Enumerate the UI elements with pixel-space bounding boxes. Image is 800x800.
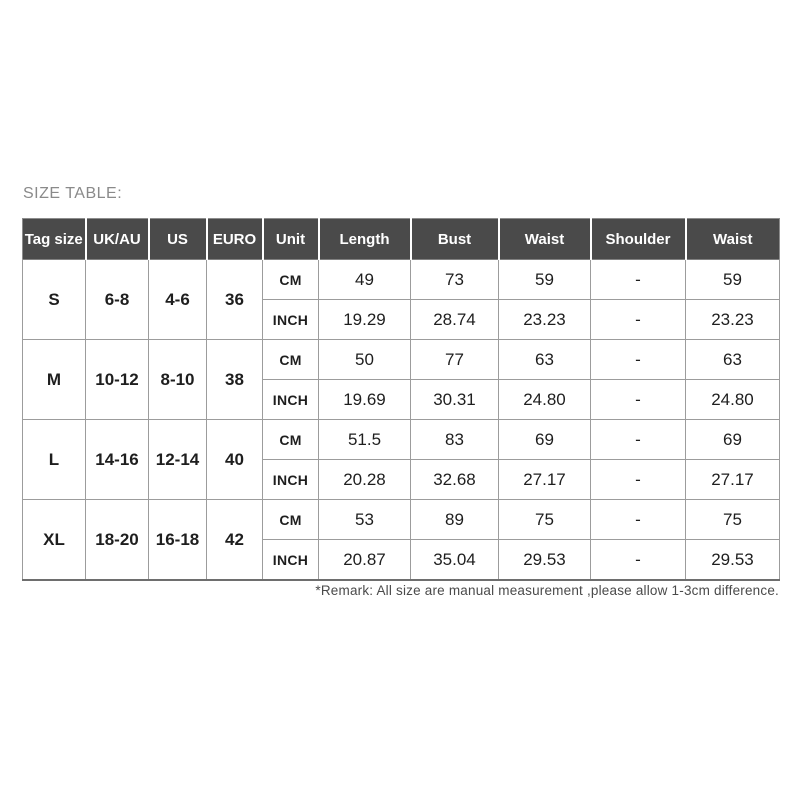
measurement-cell: -	[590, 299, 686, 340]
us-cell: 16-18	[148, 499, 207, 581]
measurement-cell: -	[590, 259, 686, 300]
column-header-bust: Bust	[409, 218, 499, 260]
measurement-cell: 50	[318, 339, 411, 380]
column-header-uk-au: UK/AU	[84, 218, 149, 260]
us-cell: 8-10	[148, 339, 207, 420]
remark-note: *Remark: All size are manual measurement…	[315, 583, 779, 598]
tag-size-cell: XL	[22, 499, 86, 581]
measurement-cell: 23.23	[498, 299, 591, 340]
measurement-cell: -	[590, 419, 686, 460]
measurement-cell: 24.80	[685, 379, 780, 420]
measurement-cell: 75	[498, 499, 591, 540]
measurement-cell: 24.80	[498, 379, 591, 420]
unit-cell: CM	[262, 259, 319, 300]
measurement-cell: 77	[410, 339, 499, 380]
tag-size-cell: M	[22, 339, 86, 420]
euro-cell: 38	[206, 339, 263, 420]
measurement-cell: 51.5	[318, 419, 411, 460]
measurement-cell: -	[590, 499, 686, 540]
measurement-cell: 23.23	[685, 299, 780, 340]
measurement-cell: 29.53	[498, 539, 591, 581]
tag-size-cell: L	[22, 419, 86, 500]
unit-cell: INCH	[262, 539, 319, 581]
measurement-cell: 35.04	[410, 539, 499, 581]
uk-au-cell: 18-20	[85, 499, 149, 581]
measurement-cell: 53	[318, 499, 411, 540]
uk-au-cell: 10-12	[85, 339, 149, 420]
table-row-s-inch: INCH 19.29 28.74 23.23 - 23.23	[23, 299, 780, 340]
unit-cell: CM	[262, 419, 319, 460]
measurement-cell: 27.17	[498, 459, 591, 500]
unit-cell: CM	[262, 499, 319, 540]
column-header-shoulder: Shoulder	[589, 218, 686, 260]
size-table: Tag size UK/AU US EURO Unit Length Bust …	[22, 218, 780, 581]
measurement-cell: -	[590, 459, 686, 500]
size-table-title: SIZE TABLE:	[23, 185, 123, 202]
measurement-cell: 19.69	[318, 379, 411, 420]
measurement-cell: 63	[498, 339, 591, 380]
unit-cell: INCH	[262, 379, 319, 420]
measurement-cell: 63	[685, 339, 780, 380]
table-row-l-cm: L 14-16 12-14 40 CM 51.5 83 69 - 69	[22, 419, 780, 500]
measurement-cell: 27.17	[685, 459, 780, 500]
measurement-cell: 69	[498, 419, 591, 460]
measurement-cell: 49	[318, 259, 411, 300]
measurement-cell: 59	[498, 259, 591, 300]
measurement-cell: 29.53	[685, 539, 780, 581]
table-row-m-cm: M 10-12 8-10 38 CM 50 77 63 - 63	[22, 339, 780, 420]
measurement-cell: 59	[685, 259, 780, 300]
measurement-cell: 28.74	[410, 299, 499, 340]
unit-cell: INCH	[262, 459, 319, 500]
measurement-cell: 20.28	[318, 459, 411, 500]
measurement-cell: 83	[410, 419, 499, 460]
unit-cell: INCH	[262, 299, 319, 340]
column-header-length: Length	[317, 218, 411, 260]
measurement-cell: 69	[685, 419, 780, 460]
measurement-cell: -	[590, 339, 686, 380]
uk-au-cell: 14-16	[85, 419, 149, 500]
column-header-unit: Unit	[261, 218, 319, 260]
measurement-cell: 32.68	[410, 459, 499, 500]
euro-cell: 36	[206, 259, 263, 340]
us-cell: 4-6	[148, 259, 207, 340]
us-cell: 12-14	[148, 419, 207, 500]
column-header-us: US	[147, 218, 207, 260]
table-row-s-cm: S 6-8 4-6 36 CM 49 73 59 - 59	[22, 259, 780, 340]
tag-size-cell: S	[22, 259, 86, 340]
euro-cell: 40	[206, 419, 263, 500]
unit-cell: CM	[262, 339, 319, 380]
table-row-l-inch: INCH 20.28 32.68 27.17 - 27.17	[23, 459, 780, 500]
column-header-tag-size: Tag size	[22, 218, 86, 260]
measurement-cell: 30.31	[410, 379, 499, 420]
table-row-xl-inch: INCH 20.87 35.04 29.53 - 29.53	[23, 539, 780, 581]
column-header-waist-2: Waist	[684, 218, 780, 260]
measurement-cell: 19.29	[318, 299, 411, 340]
column-header-waist: Waist	[497, 218, 591, 260]
measurement-cell: 20.87	[318, 539, 411, 581]
table-row-xl-cm: XL 18-20 16-18 42 CM 53 89 75 - 75	[22, 499, 780, 581]
column-header-euro: EURO	[205, 218, 263, 260]
measurement-cell: 75	[685, 499, 780, 540]
measurement-cell: 73	[410, 259, 499, 300]
header-row: Tag size UK/AU US EURO Unit Length Bust …	[22, 218, 780, 260]
uk-au-cell: 6-8	[85, 259, 149, 340]
measurement-cell: -	[590, 539, 686, 581]
measurement-cell: -	[590, 379, 686, 420]
measurement-cell: 89	[410, 499, 499, 540]
euro-cell: 42	[206, 499, 263, 581]
